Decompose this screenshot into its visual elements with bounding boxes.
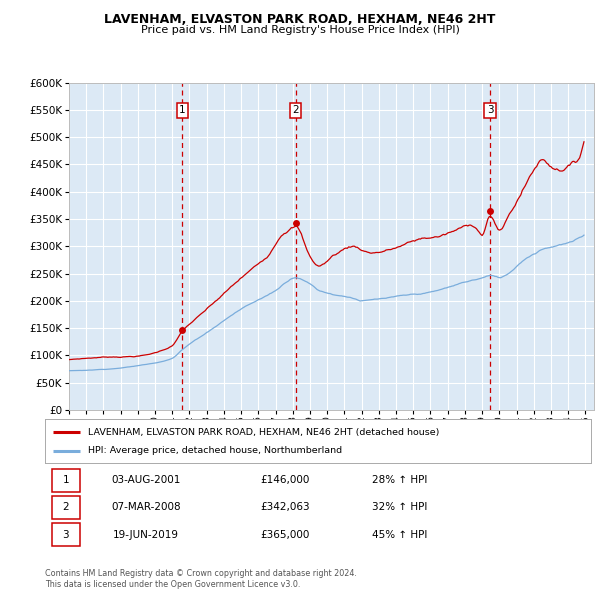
Text: 3: 3 <box>62 530 69 540</box>
Text: 03-AUG-2001: 03-AUG-2001 <box>112 475 181 485</box>
Text: £342,063: £342,063 <box>260 503 310 512</box>
FancyBboxPatch shape <box>52 523 80 546</box>
Text: LAVENHAM, ELVASTON PARK ROAD, HEXHAM, NE46 2HT: LAVENHAM, ELVASTON PARK ROAD, HEXHAM, NE… <box>104 13 496 26</box>
Text: 2: 2 <box>62 503 69 512</box>
Text: £146,000: £146,000 <box>260 475 310 485</box>
Text: LAVENHAM, ELVASTON PARK ROAD, HEXHAM, NE46 2HT (detached house): LAVENHAM, ELVASTON PARK ROAD, HEXHAM, NE… <box>88 428 439 437</box>
FancyBboxPatch shape <box>52 496 80 519</box>
Text: 28% ↑ HPI: 28% ↑ HPI <box>372 475 428 485</box>
Text: 45% ↑ HPI: 45% ↑ HPI <box>372 530 428 540</box>
Text: 1: 1 <box>179 106 185 116</box>
Text: 3: 3 <box>487 106 493 116</box>
Text: 2: 2 <box>292 106 299 116</box>
FancyBboxPatch shape <box>52 468 80 491</box>
Text: Price paid vs. HM Land Registry's House Price Index (HPI): Price paid vs. HM Land Registry's House … <box>140 25 460 35</box>
Text: 19-JUN-2019: 19-JUN-2019 <box>113 530 179 540</box>
Text: 32% ↑ HPI: 32% ↑ HPI <box>372 503 428 512</box>
Text: 07-MAR-2008: 07-MAR-2008 <box>111 503 181 512</box>
Text: 1: 1 <box>62 475 69 485</box>
Text: Contains HM Land Registry data © Crown copyright and database right 2024.
This d: Contains HM Land Registry data © Crown c… <box>45 569 357 589</box>
Text: £365,000: £365,000 <box>260 530 310 540</box>
Text: HPI: Average price, detached house, Northumberland: HPI: Average price, detached house, Nort… <box>88 446 342 455</box>
